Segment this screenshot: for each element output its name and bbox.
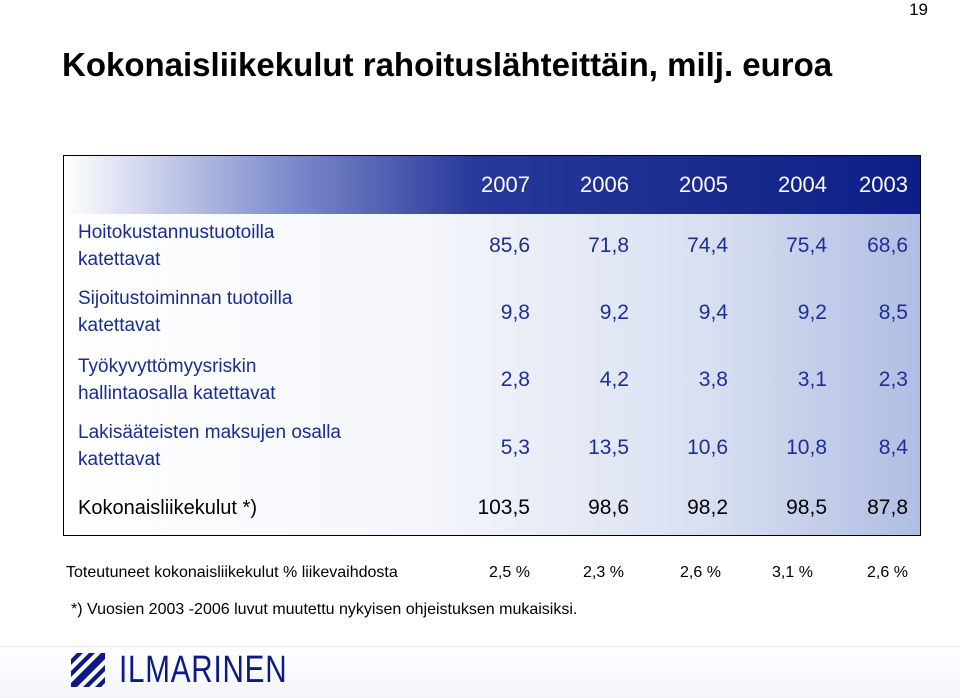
table-cell: 68,6 (867, 234, 908, 257)
row-label-line: katettavat (78, 449, 161, 470)
ilmarinen-striped-square-icon (71, 653, 105, 687)
page-number: 19 (909, 0, 928, 19)
row-label-sijoitustoiminta: Sijoitustoiminnan tuotoilla katettavat (78, 285, 292, 339)
table-cell: 3,8 (698, 368, 728, 391)
row-label-line: Sijoitustoiminnan tuotoilla (78, 288, 293, 309)
cost-table: 2007 2006 2005 2004 2003 Hoitokustannust… (63, 155, 921, 536)
row-label-hoitokustannus: Hoitokustannustuotoilla katettavat (78, 219, 274, 273)
table-cell: 10,6 (687, 436, 728, 459)
table-cell: 13,5 (588, 436, 629, 459)
total-cell: 103,5 (477, 496, 530, 519)
total-cell: 98,5 (786, 496, 827, 519)
year-header-2006: 2006 (580, 172, 629, 197)
ratio-row-label: Toteutuneet kokonaisliikekulut % liikeva… (66, 564, 398, 581)
table-cell: 2,8 (500, 368, 530, 391)
row-label-line: katettavat (78, 249, 161, 270)
table-cell: 71,8 (588, 234, 629, 257)
table-cell: 9,4 (698, 301, 728, 324)
year-header-2007: 2007 (481, 172, 530, 197)
page-title: Kokonaisliikekulut rahoituslähteittäin, … (62, 46, 833, 83)
year-header-2003: 2003 (859, 172, 908, 197)
ratio-value: 2,5 % (489, 564, 530, 581)
table-cell: 3,1 (797, 368, 827, 391)
row-label-line: Lakisääteisten maksujen osalla (78, 422, 341, 443)
row-label-line: Työkyvyttömyysriskin (78, 356, 257, 377)
table-cell: 75,4 (786, 234, 827, 257)
total-cell: 98,2 (687, 496, 728, 519)
ratio-value: 3,1 % (772, 564, 813, 581)
row-label-lakisaateiset-maksut: Lakisääteisten maksujen osalla katettava… (78, 419, 341, 473)
row-label-line: Hoitokustannustuotoilla (78, 222, 275, 243)
table-cell: 9,8 (500, 301, 530, 324)
total-cell: 98,6 (588, 496, 629, 519)
ratio-value: 2,3 % (583, 564, 624, 581)
row-label-line: hallintaosalla katettavat (78, 383, 276, 404)
total-cell: 87,8 (867, 496, 908, 519)
year-header-2005: 2005 (679, 172, 728, 197)
table-cell: 8,5 (878, 301, 908, 324)
ilmarinen-logo-text: ILMARINEN (119, 649, 288, 691)
year-header-2004: 2004 (778, 172, 827, 197)
row-label-total: Kokonaisliikekulut *) (78, 497, 257, 519)
ratio-value: 2,6 % (867, 564, 908, 581)
footer-band (0, 646, 960, 698)
table-cell: 9,2 (599, 301, 629, 324)
footnote: *) Vuosien 2003 -2006 luvut muutettu nyk… (71, 601, 578, 618)
table-cell: 85,6 (489, 234, 530, 257)
table-cell: 9,2 (797, 301, 827, 324)
row-label-line: katettavat (78, 315, 161, 336)
row-label-tyokyvyttomyysriski: Työkyvyttömyysriskin hallintaosalla kate… (78, 353, 276, 407)
table-cell: 5,3 (500, 436, 530, 459)
table-cell: 2,3 (878, 368, 908, 391)
table-cell: 8,4 (878, 436, 908, 459)
ratio-value: 2,6 % (680, 564, 721, 581)
table-cell: 4,2 (599, 368, 629, 391)
table-cell: 74,4 (687, 234, 728, 257)
table-header-bar: 2007 2006 2005 2004 2003 (64, 156, 920, 214)
table-cell: 10,8 (786, 436, 827, 459)
